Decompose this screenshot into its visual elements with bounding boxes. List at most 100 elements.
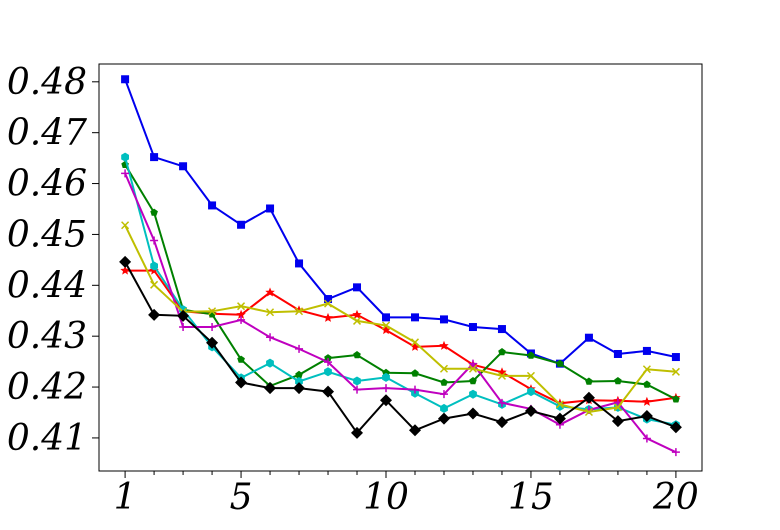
series-2-point-10 xyxy=(381,325,391,335)
series-7-point-18 xyxy=(611,415,624,428)
series-7-point-7 xyxy=(293,382,306,395)
series-5-point-2 xyxy=(150,236,159,245)
y-tick-label-8: 0.48 xyxy=(7,62,87,103)
series-3-point-12 xyxy=(440,378,448,386)
series-1-point-4 xyxy=(208,201,217,210)
series-3-point-15 xyxy=(527,351,535,359)
series-7-point-10 xyxy=(380,394,393,407)
series-3-point-13 xyxy=(469,377,477,385)
series-1-point-14 xyxy=(497,325,506,334)
series-4-point-1 xyxy=(121,152,129,162)
series-7-point-11 xyxy=(408,424,421,437)
series-5-point-8 xyxy=(324,358,333,367)
series-6-point-16 xyxy=(555,400,564,409)
series-7-line xyxy=(124,261,677,435)
series-6-point-14 xyxy=(497,371,506,380)
series-1-point-1 xyxy=(121,75,130,84)
series-6-point-5 xyxy=(237,302,246,311)
series-1-point-11 xyxy=(410,313,419,322)
y-tick-label-7: 0.47 xyxy=(7,113,87,154)
series-2-point-6 xyxy=(265,287,275,297)
series-7-point-3 xyxy=(177,309,190,322)
series-4-point-9 xyxy=(353,376,361,386)
x-tick-label-4: 15 xyxy=(508,477,554,518)
series-6-point-15 xyxy=(526,371,535,380)
series-3-point-14 xyxy=(498,348,506,356)
series-1-point-18 xyxy=(613,349,622,358)
series-2-point-5 xyxy=(236,309,246,319)
series-3-point-7 xyxy=(295,370,303,379)
series-5-point-10 xyxy=(382,384,391,393)
series-1-point-20 xyxy=(671,353,680,362)
series-5-line xyxy=(124,173,677,454)
series-3-point-2 xyxy=(150,208,158,216)
series-6-point-7 xyxy=(295,307,304,316)
series-6-point-10 xyxy=(381,321,391,330)
series-5-point-6 xyxy=(266,333,275,342)
series-7-point-16 xyxy=(553,412,566,425)
series-4-point-7 xyxy=(295,377,303,386)
series-6-point-2 xyxy=(150,280,159,289)
series-1-point-12 xyxy=(439,315,448,324)
series-4-point-15 xyxy=(527,387,535,397)
series-5-point-14 xyxy=(497,398,506,407)
y-tick-label-4: 0.44 xyxy=(7,265,87,306)
series-7-point-12 xyxy=(437,412,450,425)
series-6-point-6 xyxy=(266,308,275,317)
series-4-line xyxy=(124,156,677,426)
x-tick-label-2: 5 xyxy=(230,477,253,518)
series-5-point-4 xyxy=(208,323,217,332)
series-4-point-6 xyxy=(266,358,274,368)
series-4-point-10 xyxy=(382,372,390,382)
series-5-point-3 xyxy=(179,323,188,332)
series-1-point-3 xyxy=(179,162,188,171)
series-7-point-13 xyxy=(466,407,479,420)
series-6-point-11 xyxy=(410,338,420,347)
series-4-point-13 xyxy=(469,389,477,399)
series-7-point-2 xyxy=(148,308,161,321)
y-tick-label-3: 0.43 xyxy=(7,316,87,357)
series-3-point-9 xyxy=(353,351,361,359)
series-1-point-7 xyxy=(295,259,304,268)
series-7-point-19 xyxy=(640,410,653,423)
series-4-point-12 xyxy=(440,403,448,413)
series-2-point-8 xyxy=(323,312,333,322)
series-3-point-8 xyxy=(324,354,332,362)
series-6-point-8 xyxy=(323,299,333,308)
series-6-point-13 xyxy=(468,364,478,373)
series-1-point-2 xyxy=(150,153,159,162)
plot-frame xyxy=(98,63,703,472)
series-7-point-1 xyxy=(119,255,132,268)
series-3-point-20 xyxy=(672,395,680,403)
series-3-line xyxy=(124,164,677,401)
series-6-point-20 xyxy=(671,367,680,376)
series-6-point-12 xyxy=(439,364,449,373)
series-7-point-4 xyxy=(206,336,219,349)
x-tick-label-5: 20 xyxy=(652,477,699,518)
series-5-point-9 xyxy=(353,385,362,394)
series-5-point-5 xyxy=(237,315,246,324)
series-2-point-11 xyxy=(410,341,420,351)
series-3-point-17 xyxy=(585,377,593,385)
series-6-point-19 xyxy=(642,365,651,374)
series-7-point-15 xyxy=(524,404,537,417)
series-6 xyxy=(121,221,680,417)
x-tick-label-3: 10 xyxy=(363,477,409,518)
series-3-point-18 xyxy=(614,377,622,385)
series-6-point-17 xyxy=(584,407,593,417)
series-7-point-8 xyxy=(322,385,335,398)
y-tick-label-2: 0.42 xyxy=(7,367,87,408)
series-1-point-8 xyxy=(324,295,333,304)
series-2-point-19 xyxy=(642,396,652,406)
series-5-point-13 xyxy=(468,359,477,368)
series-2-point-12 xyxy=(439,340,449,350)
y-tick-label-6: 0.46 xyxy=(7,164,87,205)
series-1-point-9 xyxy=(353,283,362,292)
x-tick-label-1: 1 xyxy=(114,477,137,518)
series-5-point-7 xyxy=(295,344,304,353)
series-6-point-4 xyxy=(208,307,217,316)
series-layer xyxy=(119,75,682,457)
series-7 xyxy=(119,255,682,439)
series-6-point-9 xyxy=(352,316,362,325)
